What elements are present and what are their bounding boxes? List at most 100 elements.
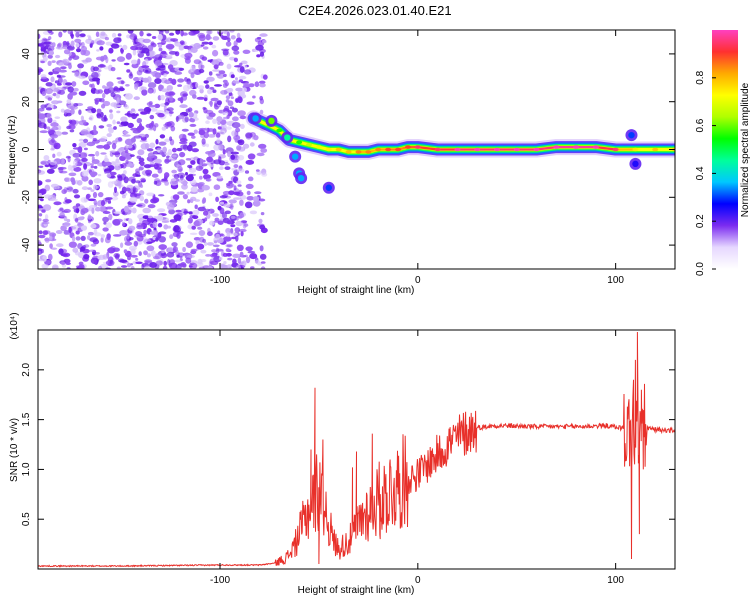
noise-point (109, 150, 117, 154)
noise-point (179, 40, 185, 45)
x-tick-label: -100 (210, 275, 230, 286)
noise-point (96, 145, 105, 149)
noise-point (117, 89, 121, 93)
noise-point (245, 246, 253, 252)
noise-point (83, 163, 88, 170)
noise-point (167, 258, 171, 266)
noise-point (127, 30, 134, 34)
noise-point (106, 81, 114, 88)
noise-point (97, 173, 102, 177)
noise-point (47, 128, 55, 135)
noise-point (103, 157, 109, 163)
noise-point (211, 59, 219, 66)
noise-point (239, 115, 247, 120)
noise-point (43, 155, 50, 161)
noise-point (190, 118, 196, 123)
noise-point (67, 30, 73, 35)
noise-point (127, 262, 131, 268)
noise-point (237, 257, 242, 264)
noise-point (63, 215, 68, 222)
noise-point (188, 167, 197, 173)
noise-point (203, 127, 209, 132)
noise-point (123, 62, 130, 66)
noise-point (55, 54, 61, 59)
noise-point (146, 245, 155, 252)
noise-point (183, 45, 190, 50)
noise-point (158, 141, 167, 146)
noise-point (260, 148, 268, 153)
noise-point (171, 154, 177, 158)
noise-point (38, 122, 47, 129)
noise-point (126, 34, 131, 39)
noise-point (190, 72, 195, 79)
signal-band-point (315, 145, 322, 149)
noise-point (55, 93, 60, 99)
noise-point (130, 59, 138, 65)
noise-point (124, 104, 130, 110)
noise-point (104, 37, 109, 41)
noise-point (125, 155, 132, 161)
noise-point (188, 111, 194, 118)
noise-point (54, 80, 60, 84)
noise-point (85, 38, 93, 44)
noise-point (105, 41, 113, 46)
noise-point (195, 182, 203, 186)
noise-point (246, 101, 255, 105)
noise-point (154, 78, 162, 84)
noise-point (237, 96, 243, 104)
noise-point (137, 149, 145, 156)
noise-point (127, 176, 136, 182)
noise-point (51, 100, 60, 105)
noise-point (154, 166, 162, 170)
noise-point (127, 255, 131, 261)
noise-point (205, 254, 211, 257)
noise-point (105, 197, 113, 200)
signal-band-point (553, 145, 560, 149)
noise-point (240, 231, 244, 237)
noise-point (88, 36, 92, 41)
noise-point (38, 170, 46, 175)
noise-point (243, 82, 249, 88)
noise-point (50, 247, 58, 250)
noise-point (136, 50, 141, 54)
noise-point (156, 110, 165, 114)
noise-point (220, 90, 228, 95)
spectrogram-y-ticks: -40 -20 0 20 40 (21, 48, 675, 252)
noise-point (151, 250, 156, 257)
noise-point (106, 133, 112, 138)
noise-point (191, 225, 196, 230)
noise-point (120, 116, 128, 122)
noise-point (204, 208, 211, 212)
noise-point (169, 234, 174, 240)
noise-point (187, 199, 191, 204)
noise-point (45, 107, 53, 111)
noise-point (224, 210, 231, 215)
noise-point (148, 122, 154, 129)
noise-point (123, 205, 129, 213)
noise-point (135, 257, 139, 261)
noise-point (125, 159, 129, 165)
noise-point (232, 80, 241, 84)
noise-point (245, 183, 254, 189)
noise-point (189, 232, 198, 235)
x-tick-label: -100 (210, 575, 230, 586)
noise-point (113, 160, 121, 167)
noise-point (233, 164, 239, 169)
noise-point (80, 45, 87, 53)
noise-point (164, 181, 170, 186)
noise-point (103, 114, 107, 122)
noise-point (228, 190, 235, 196)
noise-point (97, 69, 102, 73)
noise-point (146, 33, 152, 37)
noise-point (209, 86, 215, 90)
noise-point (96, 108, 102, 114)
noise-point (201, 56, 208, 61)
noise-point (141, 47, 150, 54)
noise-point (116, 110, 121, 114)
noise-point (72, 205, 79, 210)
noise-point (205, 151, 214, 155)
noise-point (230, 96, 234, 99)
noise-point (132, 186, 136, 193)
noise-point (212, 118, 218, 124)
